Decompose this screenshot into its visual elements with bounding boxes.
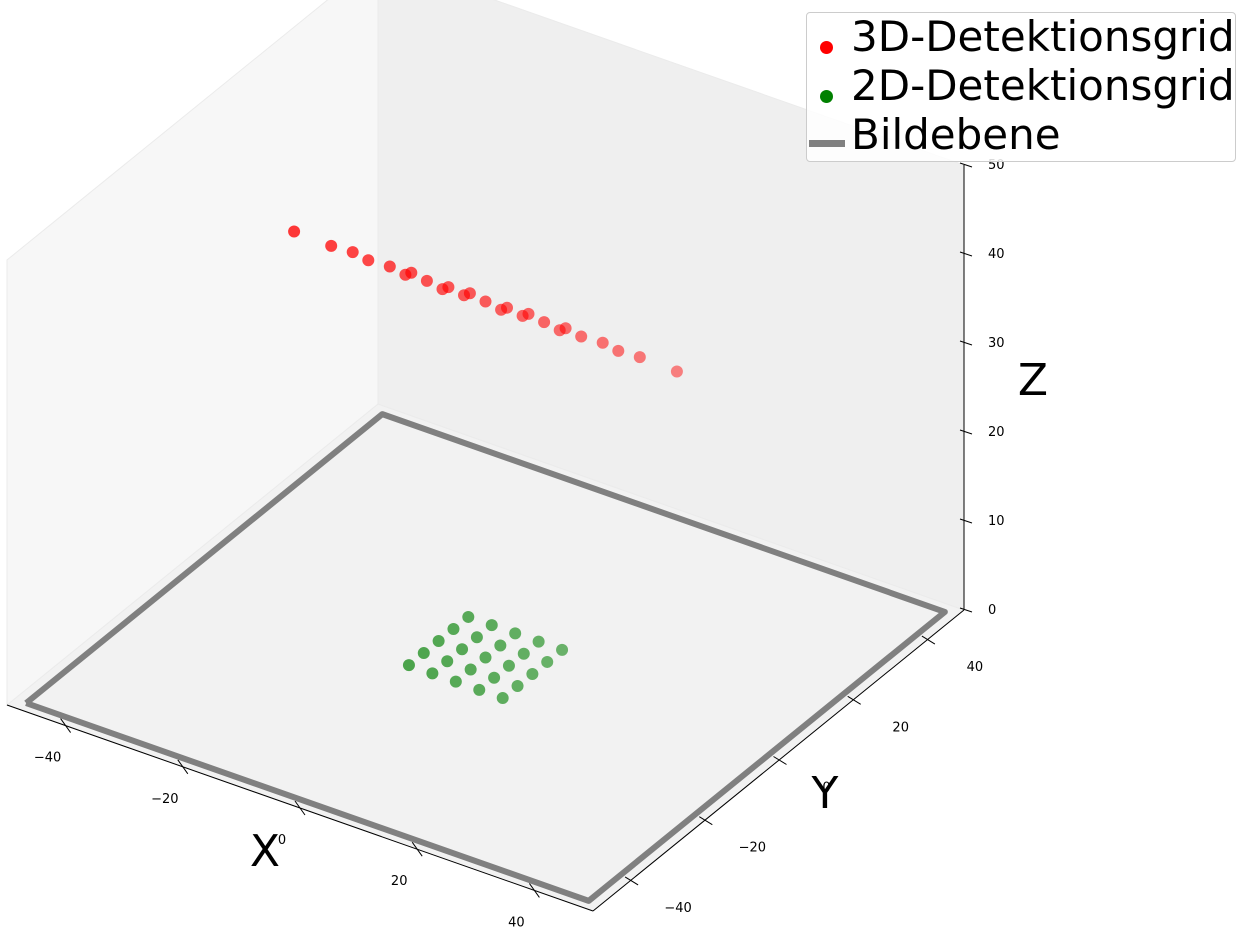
series-layer bbox=[24, 225, 948, 904]
z-tick-mark bbox=[959, 251, 973, 257]
z-tick-label: 40 bbox=[988, 247, 1005, 262]
data-point bbox=[417, 647, 430, 660]
legend-label-2d-grid: 2D-Detektionsgrid bbox=[851, 61, 1235, 110]
legend-marker-3d-grid bbox=[820, 41, 833, 54]
data-point bbox=[436, 283, 449, 296]
x-tick-label: −20 bbox=[151, 792, 178, 807]
data-point bbox=[449, 675, 462, 688]
data-point bbox=[447, 622, 460, 635]
z-axis-title: Z bbox=[1018, 355, 1048, 406]
z-tick-mark bbox=[959, 162, 973, 168]
data-point bbox=[612, 344, 625, 357]
y-axis-line bbox=[592, 609, 965, 912]
y-axis-title: Y bbox=[811, 768, 839, 819]
data-point bbox=[441, 655, 454, 668]
legend-label-image-plane: Bildebene bbox=[851, 110, 1061, 159]
x-tick-mark bbox=[294, 800, 306, 816]
y-tick-label: −40 bbox=[664, 901, 691, 916]
y-tick-mark bbox=[921, 635, 936, 645]
data-point bbox=[496, 692, 509, 705]
data-point bbox=[516, 309, 529, 322]
x-tick-label: 40 bbox=[508, 915, 525, 930]
y-tick-label: 40 bbox=[967, 660, 984, 675]
x-tick-label: 0 bbox=[278, 833, 286, 848]
y-tick-mark bbox=[847, 695, 861, 705]
data-point bbox=[532, 635, 545, 648]
data-point bbox=[494, 639, 507, 652]
data-point bbox=[502, 659, 515, 672]
data-point bbox=[402, 659, 415, 672]
x-tick-label: 20 bbox=[391, 874, 408, 889]
data-point bbox=[470, 631, 483, 644]
data-point bbox=[346, 246, 359, 259]
data-point bbox=[399, 268, 412, 281]
x-tick-mark bbox=[411, 841, 423, 857]
data-point bbox=[288, 225, 301, 238]
data-point bbox=[526, 667, 539, 680]
y-tick-mark bbox=[624, 876, 639, 886]
data-point bbox=[633, 351, 646, 364]
data-point bbox=[485, 619, 498, 632]
data-point bbox=[464, 663, 477, 676]
data-point bbox=[420, 274, 433, 287]
data-point bbox=[670, 365, 683, 378]
data-point bbox=[553, 324, 566, 337]
data-point bbox=[473, 683, 486, 696]
data-point bbox=[488, 671, 501, 684]
series-3d-grid bbox=[288, 225, 683, 378]
data-point bbox=[495, 303, 508, 316]
data-point bbox=[517, 647, 530, 660]
legend-marker-image-plane bbox=[809, 140, 845, 147]
z-tick-mark bbox=[959, 518, 973, 524]
legend-item-2d-grid: 2D-Detektionsgrid bbox=[807, 62, 1235, 110]
z-tick-label: 0 bbox=[988, 603, 996, 618]
y-tick-label: 20 bbox=[892, 720, 909, 735]
z-tick-label: 20 bbox=[988, 425, 1005, 440]
data-point bbox=[325, 239, 338, 252]
z-tick-label: 30 bbox=[988, 336, 1005, 351]
data-point bbox=[511, 680, 524, 693]
legend: 3D-Detektionsgrid 2D-Detektionsgrid Bild… bbox=[806, 12, 1236, 162]
data-point bbox=[456, 643, 469, 656]
z-tick-mark bbox=[959, 607, 973, 613]
x-tick-mark bbox=[528, 883, 540, 898]
y-tick-mark bbox=[773, 756, 787, 765]
legend-item-3d-grid: 3D-Detektionsgrid bbox=[807, 13, 1235, 61]
z-tick-label: 10 bbox=[988, 514, 1005, 529]
left-pane bbox=[6, 0, 379, 707]
image-plane-outline bbox=[24, 411, 948, 904]
y-tick-label: 0 bbox=[822, 781, 830, 796]
x-tick-mark bbox=[60, 718, 72, 733]
series-2d-grid bbox=[402, 610, 569, 705]
data-point bbox=[509, 627, 522, 640]
y-tick-label: −20 bbox=[739, 841, 766, 856]
z-tick-mark bbox=[959, 340, 973, 346]
data-point bbox=[426, 667, 439, 680]
data-point bbox=[556, 643, 569, 656]
data-point bbox=[479, 295, 492, 308]
x-tick-label: −40 bbox=[34, 751, 61, 766]
series-image-plane bbox=[24, 411, 948, 904]
legend-item-image-plane: Bildebene bbox=[807, 111, 1235, 159]
data-point bbox=[541, 655, 554, 668]
data-point bbox=[458, 289, 470, 302]
data-point bbox=[538, 316, 551, 329]
data-point bbox=[432, 635, 445, 648]
legend-label-3d-grid: 3D-Detektionsgrid bbox=[851, 12, 1235, 61]
x-axis-title: X bbox=[250, 826, 280, 877]
z-tick-mark bbox=[959, 429, 973, 435]
data-point bbox=[462, 610, 475, 623]
data-point bbox=[383, 260, 396, 273]
data-point bbox=[596, 336, 609, 349]
legend-marker-2d-grid bbox=[820, 90, 833, 103]
data-point bbox=[362, 254, 375, 267]
data-point bbox=[575, 330, 588, 343]
y-tick-mark bbox=[699, 816, 713, 826]
data-point bbox=[479, 651, 492, 664]
x-tick-mark bbox=[177, 759, 189, 775]
